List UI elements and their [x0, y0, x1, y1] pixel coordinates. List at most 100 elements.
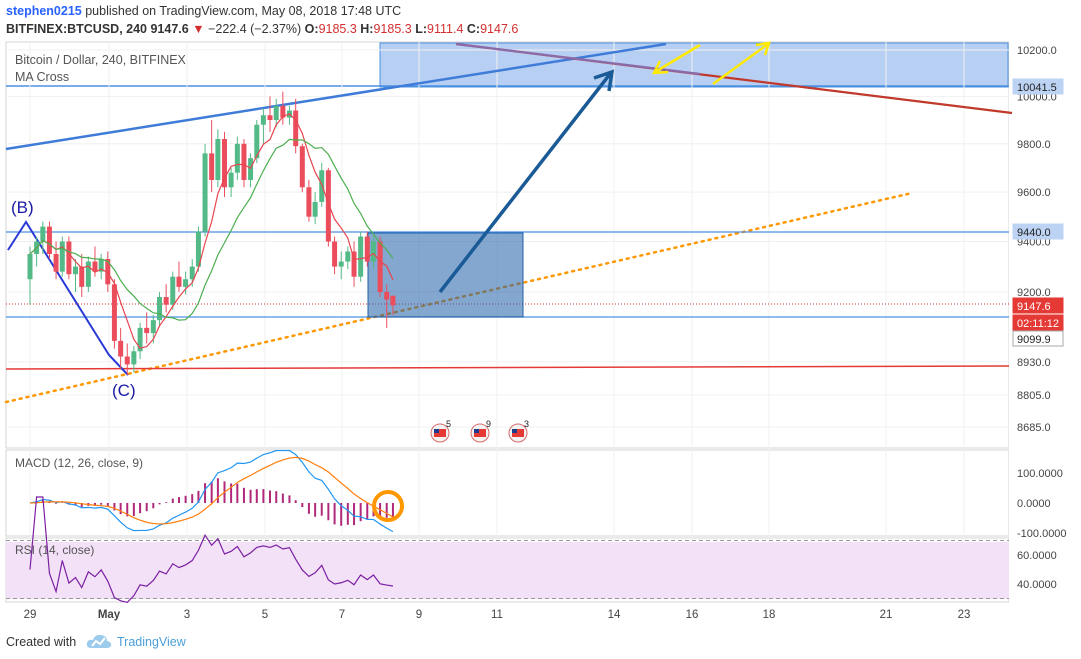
candle-body	[118, 340, 124, 357]
y-tick-label: 8805.0	[1017, 390, 1051, 402]
macd-tick-label: 100.0000	[1017, 468, 1063, 480]
flag-icon-canton	[512, 429, 517, 433]
wave-label: (C)	[112, 381, 136, 400]
candle-body	[306, 187, 312, 217]
candle-body	[293, 110, 299, 147]
candle-body	[364, 236, 370, 262]
candle-body	[189, 266, 195, 280]
macd-tick-label: -100.0000	[1017, 528, 1067, 540]
x-tick-label: 14	[608, 609, 621, 621]
event-badges[interactable]: 5 9 3	[430, 419, 529, 443]
candle-body	[209, 153, 215, 180]
macd-pane	[5, 449, 1010, 537]
candle-body	[312, 201, 318, 217]
last-price: 9147.6	[150, 22, 189, 36]
macd-title: MACD (12, 26, close, 9)	[15, 456, 143, 470]
candle-body	[195, 231, 201, 267]
candle-body	[170, 276, 176, 305]
candle-body	[254, 124, 260, 159]
y-tick-label: 9200.0	[1017, 287, 1051, 299]
candle-body	[46, 226, 52, 255]
price-label: 10041.5	[1017, 82, 1057, 94]
rsi-indicator	[6, 496, 1009, 604]
yellow-arrow-right-head	[755, 41, 771, 56]
candle-body	[163, 297, 169, 305]
symbol-label: BITFINEX:BTCUSD, 240	[6, 22, 147, 36]
candle-body	[66, 241, 72, 275]
y-axis: 8685.0 8805.0 8930.0 9200.0 9400.0 9600.0 9800…	[1012, 45, 1067, 591]
wave-line	[7, 220, 129, 376]
x-tick-label: 23	[958, 609, 971, 621]
candle-body	[234, 143, 240, 173]
candle-body	[338, 261, 344, 267]
footer: Created with TradingView	[0, 628, 1081, 659]
candle-body	[79, 266, 85, 287]
candle-body	[370, 241, 376, 262]
chart-title: Bitcoin / Dollar, 240, BITFINEX	[15, 53, 187, 67]
chart-area[interactable]: (B) (C) Bitcoin / Dollar, 240, BITFINEX M…	[0, 40, 1081, 628]
y-tick-label: 8930.0	[1017, 357, 1051, 369]
price-change: −222.4 (−2.37%)	[208, 22, 302, 36]
candle-body	[144, 327, 150, 334]
candle-body	[332, 241, 338, 267]
rsi-tick-label: 40.0000	[1017, 579, 1057, 591]
candles	[27, 91, 396, 375]
crossover-highlight-circle	[372, 490, 404, 522]
candle-body	[280, 105, 286, 118]
candle-body	[131, 351, 137, 365]
ma-slow-line	[29, 138, 394, 321]
candle-body	[228, 172, 234, 188]
flag-icon-canton	[434, 429, 439, 433]
macd-line	[29, 449, 394, 533]
x-tick-label: May	[98, 609, 121, 621]
candle-body	[345, 251, 351, 262]
y-tick-label: 9600.0	[1017, 187, 1051, 199]
tradingview-link[interactable]: TradingView	[117, 635, 186, 649]
candle-body	[111, 284, 117, 341]
candle-body	[124, 356, 130, 365]
tradingview-cloud-icon	[86, 634, 112, 648]
macd-tick-label: 0.0000	[1017, 498, 1051, 510]
x-tick-label: 3	[184, 609, 190, 621]
candle-body	[222, 139, 227, 188]
x-tick-label: 7	[339, 609, 345, 621]
badge-count: 9	[486, 419, 491, 429]
candle-body	[92, 261, 98, 272]
candle-body	[137, 327, 143, 352]
candle-body	[98, 259, 104, 272]
high-value: 9185.3	[373, 22, 412, 36]
published-text: published on TradingView.com, May 08, 20…	[81, 4, 402, 18]
flag-icon-stripe	[474, 429, 486, 437]
flag-icon-canton	[474, 429, 479, 433]
price-label: 02:11:12	[1017, 318, 1059, 330]
price-label: 9147.6	[1017, 301, 1051, 313]
candle-body	[176, 276, 182, 287]
candle-body	[59, 241, 65, 272]
badge-count: 3	[524, 419, 529, 429]
candle-body	[267, 115, 273, 120]
price-label-box	[1012, 314, 1064, 331]
price-label-box	[1012, 78, 1064, 95]
x-tick-label: 16	[686, 609, 699, 621]
close-value: 9147.6	[480, 22, 519, 36]
rsi-title: RSI (14, close)	[15, 543, 94, 557]
target-arrow-head	[593, 69, 615, 92]
rsi-band	[6, 542, 1009, 599]
macd-signal-line	[29, 456, 394, 525]
low-value: 9111.4	[427, 22, 464, 36]
candle-body	[183, 279, 189, 287]
rsi-line	[29, 496, 394, 604]
flag-icon-stripe	[434, 429, 446, 437]
candle-body	[157, 297, 163, 321]
low-label: L:	[415, 22, 428, 36]
candle-body	[40, 226, 46, 242]
close-label: C:	[466, 22, 481, 36]
price-label-box	[1012, 330, 1064, 347]
x-tick-label: 11	[491, 609, 503, 621]
candle-body	[150, 320, 156, 334]
candle-body	[260, 115, 266, 125]
author-link[interactable]: stephen0215	[6, 4, 82, 18]
candle-body	[325, 170, 331, 242]
yellow-arrow-right	[712, 42, 769, 86]
y-tick-label: 9800.0	[1017, 139, 1051, 151]
